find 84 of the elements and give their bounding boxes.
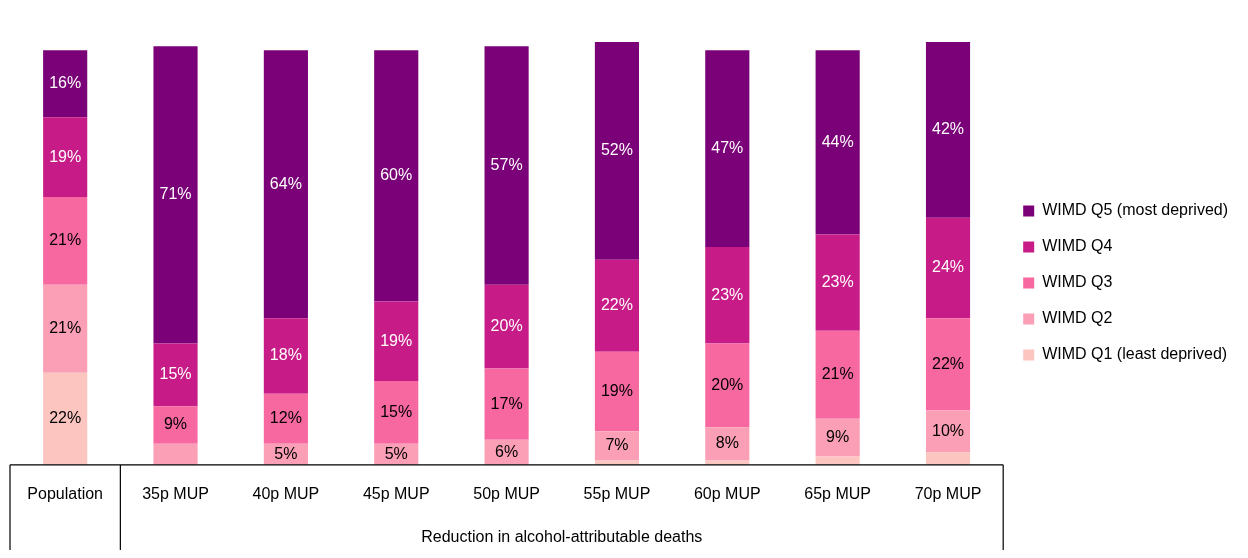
bar: [153, 46, 198, 344]
bar: [153, 406, 198, 444]
x-tick-label: 45p MUP: [362, 484, 430, 502]
bar: [815, 50, 860, 235]
bar: [594, 259, 640, 352]
data-label: 5%: [384, 444, 408, 462]
bar: [925, 318, 971, 411]
data-label: 12%: [269, 409, 302, 427]
data-label: 18%: [269, 346, 302, 364]
x-tick-label: 35p MUP: [142, 484, 209, 502]
data-label: 7%: [605, 436, 629, 454]
bar: [43, 196, 88, 285]
x-tick-label: 60p MUP: [693, 484, 761, 502]
bar: [705, 343, 750, 428]
x-tick-label: 70p MUP: [914, 484, 982, 502]
x-tick-label: 40p MUP: [252, 484, 320, 502]
data-label: 24%: [931, 258, 965, 276]
data-label: 47%: [711, 139, 744, 157]
data-label: 6%: [495, 442, 519, 460]
x-tick-label: Population: [27, 484, 103, 502]
data-label: 23%: [711, 285, 744, 303]
legend-label: WIMD Q5 (most deprived): [1042, 201, 1228, 219]
legend-label: WIMD Q3: [1042, 273, 1113, 291]
data-label: 57%: [490, 155, 523, 173]
bar: [43, 50, 88, 118]
bar: [705, 247, 750, 344]
text: Reduction in alcohol-attributable deaths: [421, 528, 703, 546]
data-label: 21%: [49, 231, 82, 249]
bar: [43, 117, 88, 197]
data-label: 21%: [49, 319, 82, 337]
data-label: 64%: [269, 174, 302, 192]
bar: [705, 50, 750, 248]
bar: [43, 372, 88, 465]
data-label: 23%: [821, 273, 854, 291]
bar: [815, 234, 860, 331]
bar: [925, 217, 971, 319]
bar: [484, 284, 529, 369]
data-label: 44%: [821, 132, 854, 150]
bar: [374, 50, 419, 302]
data-label: 15%: [159, 365, 192, 383]
x-tick-label: 65p MUP: [804, 484, 872, 502]
data-label: 71%: [159, 185, 192, 203]
bar: [925, 452, 971, 465]
data-label: 19%: [600, 381, 633, 399]
data-label: 17%: [490, 394, 523, 412]
bar: [594, 351, 640, 432]
data-label: 9%: [826, 428, 850, 445]
legend-label: WIMD Q2: [1042, 309, 1113, 327]
bar: [263, 318, 308, 394]
bar: [263, 50, 308, 319]
bar: [43, 284, 88, 373]
bar: [815, 330, 860, 419]
data-label: 16%: [49, 74, 82, 92]
data-label: 21%: [821, 365, 854, 383]
bar: [594, 42, 640, 260]
data-label: 10%: [931, 421, 965, 439]
bar: [815, 456, 860, 465]
x-tick-label: 50p MUP: [473, 484, 540, 502]
data-label: 60%: [380, 166, 413, 184]
data-label: 20%: [490, 317, 523, 335]
bar: [484, 46, 529, 285]
data-label: 19%: [49, 147, 82, 165]
bar: [153, 443, 198, 465]
data-label: 15%: [380, 402, 413, 420]
data-label: 5%: [274, 444, 298, 462]
data-label: 9%: [163, 415, 188, 433]
bar: [484, 368, 529, 440]
bar: [925, 42, 971, 218]
data-label: 22%: [49, 409, 82, 427]
bar: [374, 301, 419, 382]
data-label: 19%: [380, 331, 413, 349]
data-label: 52%: [600, 141, 633, 159]
data-label: 22%: [600, 296, 633, 314]
data-label: 22%: [931, 354, 965, 372]
data-label: 42%: [931, 120, 965, 138]
x-tick-label: 55p MUP: [583, 484, 651, 502]
legend-label: WIMD Q1 (least deprived): [1042, 345, 1228, 363]
bar: [263, 393, 308, 444]
data-label: 8%: [715, 434, 739, 452]
bar: [374, 381, 419, 444]
legend-label: WIMD Q4: [1042, 237, 1113, 255]
bar: [153, 343, 198, 407]
bar: [594, 431, 640, 461]
data-label: 20%: [711, 375, 744, 393]
